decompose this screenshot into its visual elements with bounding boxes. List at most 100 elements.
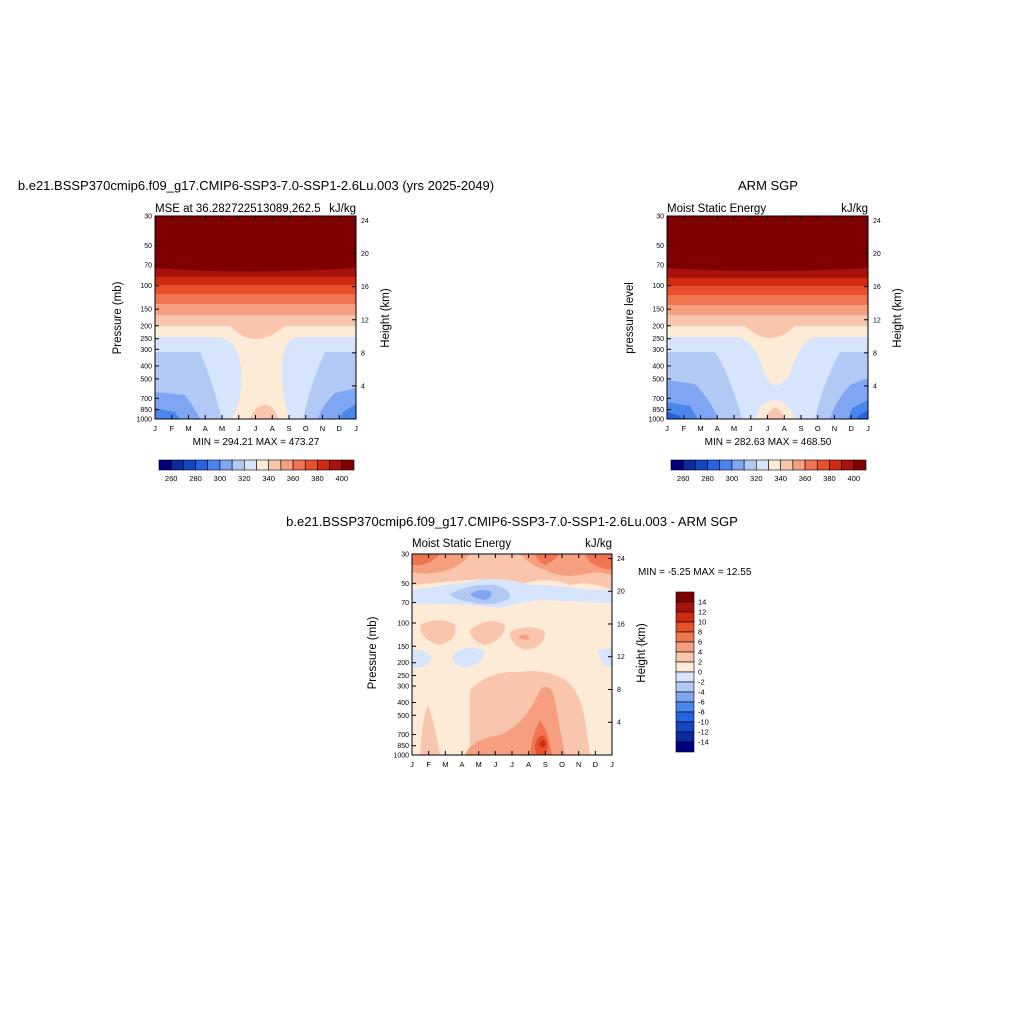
- x-tick-label: N: [832, 424, 837, 433]
- x-tick-label: A: [715, 424, 720, 433]
- panel-title: ARM SGP: [738, 178, 798, 193]
- colorbar-swatch: [675, 641, 695, 653]
- y-tick-label: 70: [401, 600, 409, 607]
- colorbar-label: -14: [698, 738, 709, 747]
- x-tick-label: M: [697, 424, 703, 433]
- min-max-stats: MIN = 294.21 MAX = 473.27: [193, 437, 320, 448]
- y-tick-label: 300: [397, 683, 409, 690]
- colorbar-label: 280: [701, 474, 714, 483]
- y-axis-label-right: Height (km): [892, 288, 904, 348]
- colorbar-swatch: [670, 459, 684, 471]
- min-max-stats: MIN = -5.25 MAX = 12.55: [638, 567, 752, 578]
- colorbar-swatch: [675, 691, 695, 703]
- y-right-tick-label: 12: [873, 317, 881, 324]
- y-tick-label: 70: [144, 263, 152, 270]
- panel-subtitle-left: Moist Static Energy: [412, 538, 511, 550]
- contour-field: [412, 554, 612, 755]
- y-tick-label: 700: [140, 396, 152, 403]
- y-tick-label: 850: [397, 743, 409, 750]
- panel-subtitle-right: kJ/kg: [329, 203, 356, 215]
- colorbar-label: 320: [238, 474, 251, 483]
- colorbar-swatch: [756, 459, 769, 471]
- y-tick-label: 150: [652, 307, 664, 314]
- colorbar-label: 280: [189, 474, 202, 483]
- y-right-tick-label: 20: [617, 589, 625, 596]
- x-tick-label: S: [286, 424, 291, 433]
- colorbar-swatch: [675, 701, 695, 713]
- panel-subtitle-left: Moist Static Energy: [667, 203, 766, 215]
- colorbar-label: -2: [698, 678, 705, 687]
- colorbar-swatch: [743, 459, 757, 471]
- y-tick-label: 500: [652, 376, 664, 383]
- colorbar-swatch: [231, 459, 245, 471]
- y-axis-label: Pressure (mb): [367, 616, 379, 689]
- y-tick-label: 200: [397, 660, 409, 667]
- x-tick-label: J: [766, 424, 770, 433]
- colorbar-swatch: [682, 459, 696, 471]
- colorbar-swatch: [170, 459, 184, 471]
- y-tick-label: 1000: [136, 417, 152, 424]
- colorbar-swatch: [829, 459, 842, 471]
- x-tick-label: J: [510, 760, 514, 769]
- y-tick-label: 70: [656, 263, 664, 270]
- colorbar-swatch: [675, 681, 695, 693]
- colorbar-label: -12: [698, 728, 709, 737]
- y-tick-label: 850: [652, 407, 664, 414]
- colorbar-label: 12: [698, 608, 706, 617]
- y-tick-label: 1000: [648, 417, 664, 424]
- colorbar-label: 14: [698, 598, 706, 607]
- colorbar-swatch: [292, 459, 306, 471]
- colorbar-swatch: [853, 459, 867, 471]
- x-tick-label: D: [337, 424, 343, 433]
- y-tick-label: 400: [397, 700, 409, 707]
- x-tick-label: D: [593, 760, 599, 769]
- colorbar-swatch: [675, 721, 695, 733]
- y-right-tick-label: 16: [361, 284, 369, 291]
- colorbar-swatch: [207, 459, 221, 471]
- y-right-tick-label: 12: [361, 317, 369, 324]
- x-tick-label: J: [493, 760, 497, 769]
- y-right-tick-label: 8: [361, 350, 365, 357]
- y-axis-label-right: Height (km): [636, 623, 648, 683]
- colorbar-swatch: [816, 459, 830, 471]
- y-tick-label: 300: [652, 347, 664, 354]
- panel-obs-mse: ARM SGP Moist Static Energy kJ/kg 30 50 70: [624, 178, 904, 483]
- x-tick-label: J: [749, 424, 753, 433]
- y-tick-label: 250: [652, 336, 664, 343]
- colorbar-swatch: [719, 459, 733, 471]
- colorbar-swatch: [675, 611, 695, 623]
- panel-title: b.e21.BSSP370cmip6.f09_g17.CMIP6-SSP3-7.…: [18, 178, 494, 193]
- y-tick-label: 50: [144, 243, 152, 250]
- colorbar-swatch: [780, 459, 794, 471]
- x-tick-label: F: [169, 424, 174, 433]
- colorbar-swatch: [675, 731, 695, 743]
- x-tick-label: A: [203, 424, 208, 433]
- colorbar-swatch: [675, 651, 695, 663]
- x-tick-label: O: [815, 424, 821, 433]
- colorbar-label: -4: [698, 688, 705, 697]
- x-tick-label: A: [270, 424, 275, 433]
- y-tick-label: 200: [652, 323, 664, 330]
- y-tick-label: 30: [656, 214, 664, 221]
- y-right-tick-label: 4: [361, 383, 365, 390]
- colorbar-label: 360: [287, 474, 300, 483]
- y-tick-label: 400: [140, 363, 152, 370]
- x-tick-label: A: [459, 760, 464, 769]
- x-tick-label: F: [681, 424, 686, 433]
- colorbar-swatch: [244, 459, 257, 471]
- y-axis-label: pressure level: [624, 282, 636, 354]
- colorbar-swatch: [841, 459, 855, 471]
- x-tick-label: M: [476, 760, 482, 769]
- colorbar-swatch: [158, 459, 172, 471]
- colorbar-label: 4: [698, 648, 702, 657]
- min-max-stats: MIN = 282.63 MAX = 468.50: [705, 437, 832, 448]
- colorbar-swatch: [675, 741, 695, 753]
- colorbar-swatch: [804, 459, 818, 471]
- panel-model-mse: b.e21.BSSP370cmip6.f09_g17.CMIP6-SSP3-7.…: [18, 178, 494, 483]
- y-tick-label: 300: [140, 347, 152, 354]
- colorbar-label: -10: [698, 718, 709, 727]
- colorbar-label: 400: [848, 474, 861, 483]
- y-tick-label: 700: [652, 396, 664, 403]
- colorbar-swatch: [304, 459, 318, 471]
